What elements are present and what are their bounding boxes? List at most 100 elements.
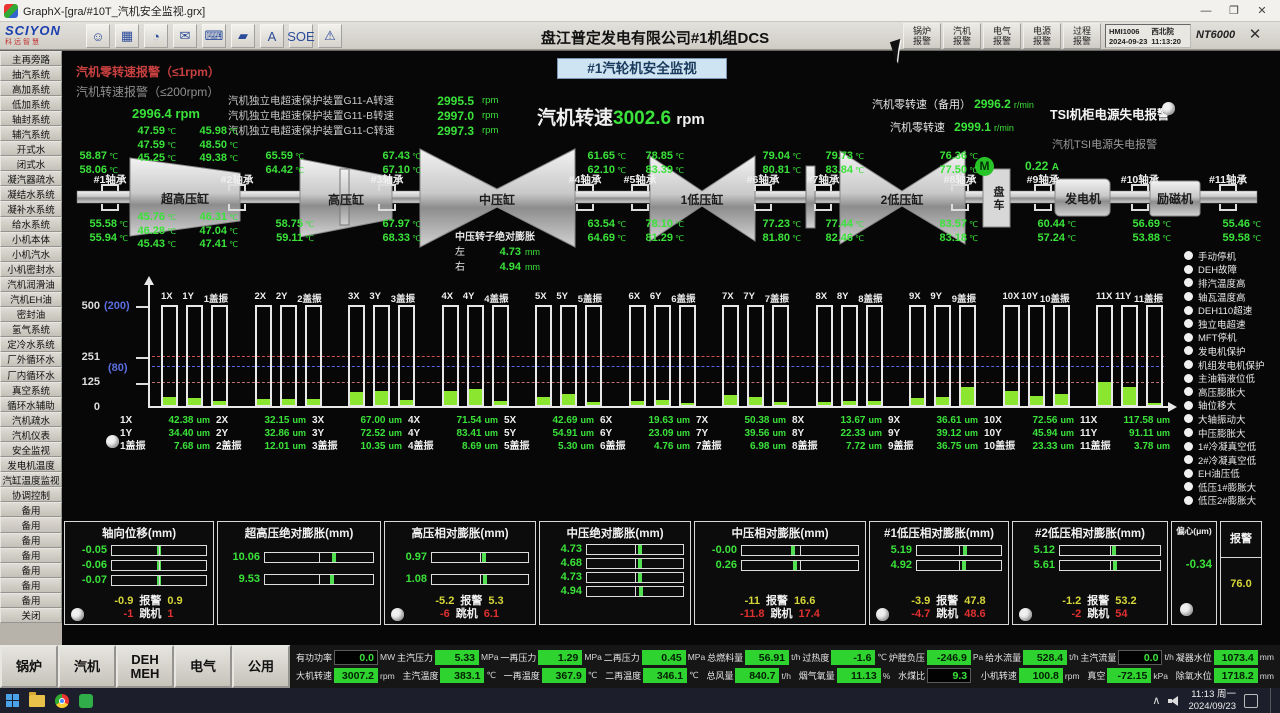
vibration-bar <box>841 305 858 407</box>
sidebar-item[interactable]: 凝汽器疏水 <box>0 171 62 186</box>
status-cell: 大机转速 3007.2 rpm <box>296 668 395 683</box>
toolbar-icon[interactable]: ▰ <box>231 24 255 48</box>
sidebar-item[interactable]: 备用 <box>0 548 62 563</box>
alarm-status-light <box>1184 374 1193 383</box>
y-tick: 500 <box>62 300 100 312</box>
alarm-category-button[interactable]: 电气报警 <box>983 23 1021 49</box>
show-desktop-button[interactable] <box>1270 688 1274 713</box>
taskbar-clock[interactable]: 11:13 周一 2024/09/23 <box>1188 689 1236 712</box>
nav-button[interactable]: 公用 <box>232 645 290 688</box>
vibration-bar <box>1096 305 1113 407</box>
maximize-button[interactable]: ❐ <box>1220 1 1248 21</box>
nav-button[interactable]: 汽机 <box>58 645 116 688</box>
window-title: GraphX-[gra/#10T_汽机安全监视.grx] <box>23 3 1192 19</box>
sidebar-item[interactable]: 主再旁路 <box>0 51 62 66</box>
nav-button[interactable]: DEHMEH <box>116 645 174 688</box>
sidebar-item[interactable]: 循环水辅助 <box>0 397 62 412</box>
sidebar-item[interactable]: 汽机疏水 <box>0 412 62 427</box>
sidebar-item[interactable]: 厂内循环水 <box>0 367 62 382</box>
start-icon[interactable] <box>6 694 19 707</box>
sidebar-item[interactable]: 汽机EH油 <box>0 292 62 307</box>
bearing-mark <box>101 184 119 191</box>
bearing-temps-top: 67.43℃67.10℃ <box>365 150 421 177</box>
sidebar-item[interactable]: 汽机仪表 <box>0 427 62 442</box>
sidebar-item[interactable]: 闭式水 <box>0 156 62 171</box>
file-explorer-icon[interactable] <box>29 695 45 707</box>
vibration-bar <box>772 305 789 407</box>
notification-center-icon[interactable] <box>1244 694 1258 708</box>
sidebar-item[interactable]: 定冷水系统 <box>0 337 62 352</box>
alarm-category-button[interactable]: 锅炉报警 <box>903 23 941 49</box>
bearing-mark <box>1131 184 1149 191</box>
chrome-icon[interactable] <box>55 694 69 708</box>
alarm-category-button[interactable]: 过程报警 <box>1063 23 1101 49</box>
sidebar-item[interactable]: 辅汽系统 <box>0 126 62 141</box>
sidebar-item[interactable]: 备用 <box>0 517 62 532</box>
sidebar-item[interactable]: 备用 <box>0 533 62 548</box>
toolbar-icon[interactable]: ◔ <box>144 24 168 48</box>
toolbar-icon[interactable]: ✉ <box>173 24 197 48</box>
sidebar-item[interactable]: 抽汽系统 <box>0 66 62 81</box>
alarm-list-item: 独立电超速 <box>1184 317 1280 331</box>
toolbar-icon[interactable]: ⚠ <box>318 24 342 48</box>
toolbar-close-icon[interactable]: ✕ <box>1243 25 1267 47</box>
panel-eccentricity: 偏心(μm) -0.34 <box>1171 521 1217 625</box>
sidebar-item[interactable]: 凝补水系统 <box>0 201 62 216</box>
sidebar-item[interactable]: 氢气系统 <box>0 322 62 337</box>
sidebar-item[interactable]: 备用 <box>0 593 62 608</box>
sidebar-item[interactable]: 开式水 <box>0 141 62 156</box>
toolbar-icon[interactable]: SOE <box>289 24 313 48</box>
turbine-speed-readout: 汽机转速3002.6 rpm <box>537 103 705 130</box>
alarm-status-light <box>1184 292 1193 301</box>
alarm-category-button[interactable]: 汽机报警 <box>943 23 981 49</box>
close-button[interactable]: ✕ <box>1248 1 1276 21</box>
toolbar-icon[interactable]: ☺ <box>86 24 110 48</box>
volume-icon[interactable] <box>1168 696 1180 706</box>
sidebar-item[interactable]: 小机本体 <box>0 232 62 247</box>
chevron-up-icon[interactable]: ∧ <box>1152 694 1160 707</box>
minimize-button[interactable]: — <box>1192 1 1220 21</box>
sidebar-item[interactable]: 备用 <box>0 502 62 517</box>
sciyon-logo: SCIYON科远智慧 <box>5 23 61 46</box>
toolbar-icon[interactable]: ▦ <box>115 24 139 48</box>
bearing-temps-bottom: 83.57℃83.18℃ <box>922 218 978 245</box>
alarm-list-item: DEH110超速 <box>1184 303 1280 317</box>
sidebar-item[interactable]: 小机密封水 <box>0 262 62 277</box>
vibration-bar <box>866 305 883 407</box>
nav-button[interactable]: 锅炉 <box>0 645 58 688</box>
graphx-taskbar-icon[interactable] <box>79 694 93 708</box>
toolbar-icon[interactable]: A <box>260 24 284 48</box>
bearing-mark <box>814 204 832 211</box>
alarm-status-light <box>1184 414 1193 423</box>
sidebar-item[interactable]: 汽机润滑油 <box>0 277 62 292</box>
sidebar-item[interactable]: 厂外循环水 <box>0 352 62 367</box>
sidebar-item[interactable]: 备用 <box>0 578 62 593</box>
sidebar-item[interactable]: 高加系统 <box>0 81 62 96</box>
sidebar-item[interactable]: 轴封系统 <box>0 111 62 126</box>
nav-button[interactable]: 电气 <box>174 645 232 688</box>
sidebar-item[interactable]: 给水系统 <box>0 217 62 232</box>
alarm-category-button[interactable]: 电源报警 <box>1023 23 1061 49</box>
sidebar-item[interactable]: 凝结水系统 <box>0 186 62 201</box>
sidebar-item[interactable]: 协调控制 <box>0 487 62 502</box>
sidebar-item[interactable]: 汽缸温度监视 <box>0 472 62 487</box>
sidebar-item[interactable]: 密封油 <box>0 307 62 322</box>
alarm-status-light <box>1184 387 1193 396</box>
toolbar-icon[interactable]: ⌨ <box>202 24 226 48</box>
sidebar-item[interactable]: 发电机温度 <box>0 457 62 472</box>
sidebar-item[interactable]: 真空系统 <box>0 382 62 397</box>
vibration-group: 4X4Y4盖振 <box>442 291 509 407</box>
y-tick: 0 <box>62 401 100 413</box>
vibration-bar-groups: 1X1Y1盖振2X2Y2盖振3X3Y3盖振4X4Y4盖振5X5Y5盖振6X6Y6… <box>161 291 1163 407</box>
sidebar-item[interactable]: 关闭 <box>0 608 62 623</box>
status-light <box>1180 603 1193 616</box>
sidebar-item[interactable]: 备用 <box>0 563 62 578</box>
bearing-temps-bottom: 77.23℃81.80℃ <box>745 218 801 245</box>
sidebar-item[interactable]: 小机汽水 <box>0 247 62 262</box>
vibration-bar <box>1053 305 1070 407</box>
bearing-mark <box>814 184 832 191</box>
vibration-readout: 9X36.61um9Y39.12um9盖振36.75um <box>888 414 978 453</box>
sidebar-item[interactable]: 低加系统 <box>0 96 62 111</box>
windows-taskbar: ∧ 11:13 周一 2024/09/23 <box>0 688 1280 713</box>
sidebar-item[interactable]: 安全监视 <box>0 442 62 457</box>
